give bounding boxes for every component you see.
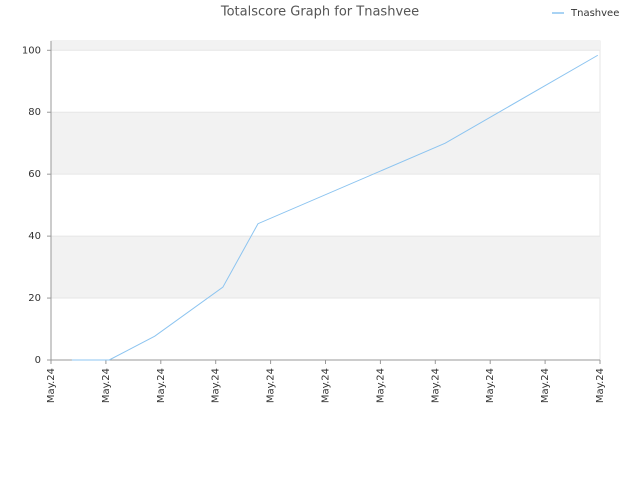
x-tick-label: May.24 (430, 368, 441, 403)
grid-band (51, 112, 600, 175)
y-tick-label: 0 (35, 355, 41, 366)
legend-label: Tnashvee (570, 8, 619, 19)
grid-band (51, 41, 600, 51)
y-tick-label: 80 (28, 107, 41, 118)
x-tick-label: May.24 (46, 368, 57, 403)
x-tick-label: May.24 (540, 368, 551, 403)
y-tick-label: 20 (28, 293, 41, 304)
x-tick-label: May.24 (595, 368, 606, 403)
series-line (71, 54, 599, 361)
y-tick-label: 100 (22, 45, 41, 56)
grid-band (51, 236, 600, 299)
x-tick-label: May.24 (101, 368, 112, 403)
x-tick-label: May.24 (321, 368, 332, 403)
plot-area (50, 40, 601, 361)
x-tick-label: May.24 (485, 368, 496, 403)
x-tick-label: May.24 (266, 368, 277, 403)
x-tick-label: May.24 (211, 368, 222, 403)
chart-title: Totalscore Graph for Tnashvee (220, 5, 419, 20)
y-tick-label: 40 (28, 231, 41, 242)
x-tick-label: May.24 (375, 368, 386, 403)
x-tick-label: May.24 (156, 368, 167, 403)
y-tick-label: 60 (28, 169, 41, 180)
